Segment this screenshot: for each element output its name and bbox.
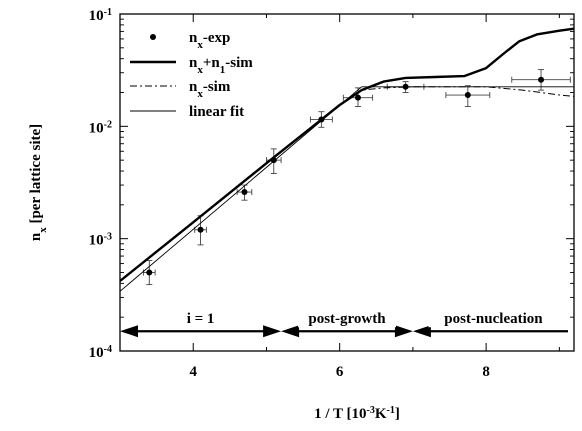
legend: nx-exp nx+n1-sim nx-sim linear fit: [130, 30, 253, 120]
legend-item: nx-exp: [150, 30, 230, 51]
series-line-nx-n1-sim: [119, 27, 575, 282]
series-group: [119, 27, 575, 292]
legend-label: linear fit: [189, 104, 244, 120]
data-point: [236, 184, 253, 201]
legend-label: nx-exp: [189, 30, 230, 51]
exp-marker: [241, 189, 248, 196]
region-arrow-left: [412, 325, 431, 338]
x-tick-label: 8: [482, 364, 490, 380]
region-label-bg: [298, 309, 396, 328]
exp-marker: [197, 226, 204, 233]
region-arrow-left: [281, 325, 300, 338]
region-2: post-nucleation: [412, 309, 568, 338]
legend-item: nx-sim: [130, 79, 231, 100]
plot-frame: [119, 13, 575, 352]
legend-label: nx+n1-sim: [189, 55, 253, 76]
region-label: post-growth: [308, 311, 386, 327]
data-point: [445, 85, 491, 108]
exp-marker: [538, 76, 545, 83]
region-arrow-right: [394, 325, 413, 338]
legend-item: nx+n1-sim: [130, 55, 253, 76]
y-axis-label: nx [per lattice site]: [28, 124, 49, 241]
x-tick-label: 4: [189, 364, 197, 380]
data-point: [342, 87, 374, 108]
legend-label: nx-sim: [189, 79, 231, 100]
y-tick-label: 10-4: [89, 344, 112, 362]
y-tick-label: 10-2: [89, 119, 112, 137]
axis-ticks: 4 6 8 10-1 10-2 10-3 10-4: [89, 7, 574, 380]
region-0: i = 1: [120, 309, 282, 338]
region-1: post-growth: [281, 309, 413, 338]
legend-dot-icon: [150, 34, 156, 40]
data-point: [142, 259, 156, 286]
region-label-bg: [428, 309, 559, 328]
region-annotations: i = 1 post-growth post-nucleation: [120, 309, 568, 338]
axis-labels: 1 / T [10-3K-1] nx [per lattice site]: [28, 124, 400, 422]
region-label: i = 1: [187, 311, 215, 327]
region-label-bg: [175, 309, 226, 328]
x-tick-label: 6: [336, 364, 344, 380]
legend-item: linear fit: [130, 104, 244, 120]
series-line-linear-fit: [119, 86, 574, 292]
y-tick-label: 10-1: [89, 7, 112, 25]
region-arrow-right: [263, 325, 282, 338]
exp-marker: [354, 94, 361, 101]
y-tick-label: 10-3: [89, 231, 112, 249]
data-point: [194, 215, 207, 246]
exp-marker: [146, 269, 153, 276]
region-arrow-left: [120, 325, 138, 338]
region-label: post-nucleation: [444, 311, 543, 327]
x-axis-label: 1 / T [10-3K-1]: [314, 405, 400, 423]
data-point: [266, 148, 282, 174]
plot-border: [119, 13, 575, 352]
series-line-nx-sim: [119, 86, 575, 282]
exp-marker: [464, 92, 471, 99]
